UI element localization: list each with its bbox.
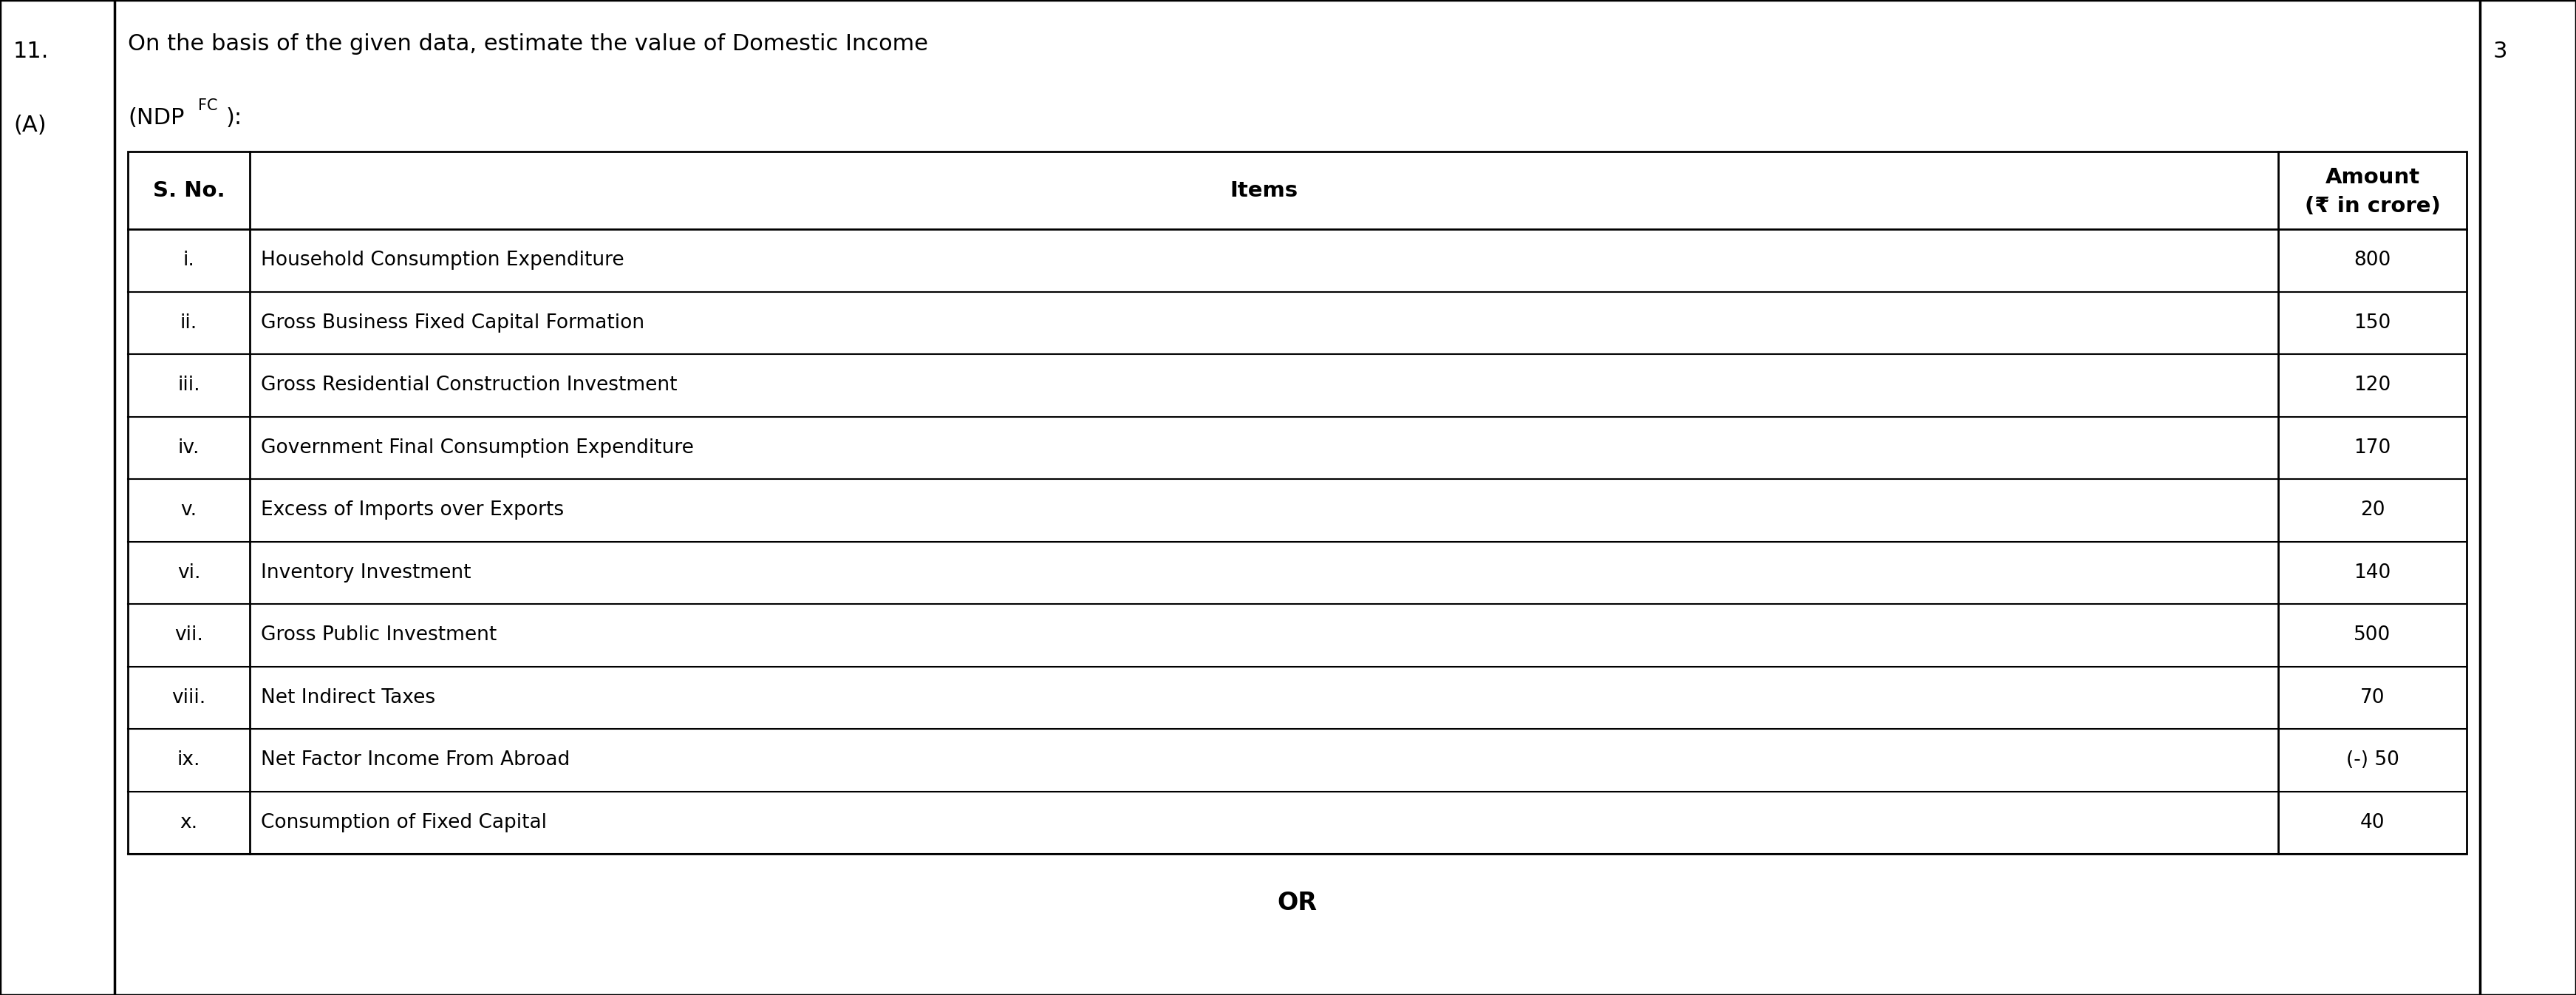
Text: ):: ):	[227, 107, 242, 128]
Text: 170: 170	[2354, 438, 2391, 458]
Text: Gross Residential Construction Investment: Gross Residential Construction Investmen…	[260, 376, 677, 395]
Text: 120: 120	[2354, 376, 2391, 395]
Text: vii.: vii.	[175, 626, 204, 645]
Text: S. No.: S. No.	[152, 180, 224, 201]
Text: Household Consumption Expenditure: Household Consumption Expenditure	[260, 251, 623, 270]
Text: 140: 140	[2354, 563, 2391, 582]
Text: Excess of Imports over Exports: Excess of Imports over Exports	[260, 500, 564, 519]
Text: viii.: viii.	[173, 688, 206, 707]
Text: 500: 500	[2354, 626, 2391, 645]
Text: x.: x.	[180, 813, 198, 832]
Text: On the basis of the given data, estimate the value of Domestic Income: On the basis of the given data, estimate…	[129, 33, 927, 55]
Text: OR: OR	[1278, 891, 1316, 915]
Text: iii.: iii.	[178, 376, 201, 395]
Text: (NDP: (NDP	[129, 107, 185, 128]
Text: 800: 800	[2354, 251, 2391, 270]
Text: 11.: 11.	[13, 41, 49, 62]
Text: 40: 40	[2360, 813, 2385, 832]
Text: FC: FC	[198, 99, 216, 113]
Text: (A): (A)	[13, 114, 46, 136]
Text: Net Factor Income From Abroad: Net Factor Income From Abroad	[260, 750, 569, 770]
Text: (-) 50: (-) 50	[2347, 750, 2398, 770]
Text: 3: 3	[2494, 41, 2506, 62]
Text: v.: v.	[180, 500, 196, 519]
Text: ii.: ii.	[180, 313, 198, 332]
Text: Amount: Amount	[2326, 167, 2419, 188]
Text: Consumption of Fixed Capital: Consumption of Fixed Capital	[260, 813, 546, 832]
Text: Gross Public Investment: Gross Public Investment	[260, 626, 497, 645]
Bar	[129, 151, 2468, 854]
Text: 150: 150	[2354, 313, 2391, 332]
Text: (₹ in crore): (₹ in crore)	[2306, 196, 2439, 217]
Text: Items: Items	[1229, 180, 1298, 201]
Text: Inventory Investment: Inventory Investment	[260, 563, 471, 582]
Text: ix.: ix.	[178, 750, 201, 770]
Text: 70: 70	[2360, 688, 2385, 707]
Text: Net Indirect Taxes: Net Indirect Taxes	[260, 688, 435, 707]
Text: iv.: iv.	[178, 438, 201, 458]
Text: 20: 20	[2360, 500, 2385, 519]
Text: Gross Business Fixed Capital Formation: Gross Business Fixed Capital Formation	[260, 313, 644, 332]
Text: Government Final Consumption Expenditure: Government Final Consumption Expenditure	[260, 438, 693, 458]
Text: vi.: vi.	[178, 563, 201, 582]
Text: i.: i.	[183, 251, 196, 270]
